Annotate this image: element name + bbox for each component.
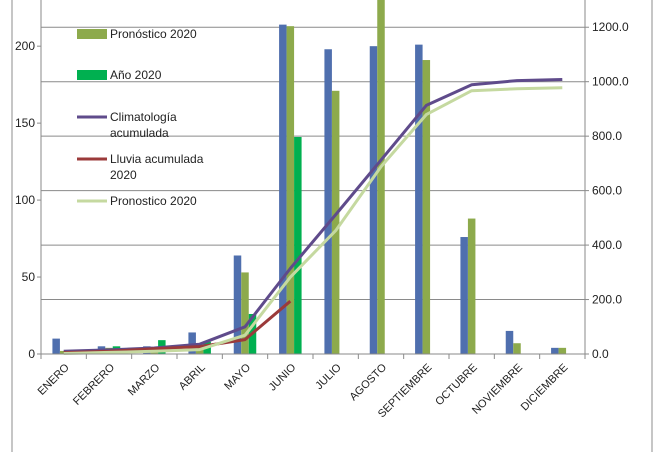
x-tick-label: ABRIL <box>177 362 208 393</box>
bar <box>467 218 476 354</box>
bar <box>558 347 567 354</box>
x-tick-label: MARZO <box>126 361 163 398</box>
legend-label: Lluvia acumulada 2020 <box>110 152 204 182</box>
bar <box>188 332 196 354</box>
legend-swatch <box>77 70 107 80</box>
bar <box>59 350 68 354</box>
y-right-tick-label: 200.0 <box>592 293 622 307</box>
x-tick-label: JULIO <box>313 361 344 392</box>
x-tick-label: OCTUBRE <box>433 362 480 409</box>
x-tick-label: DICIEMBRE <box>519 362 571 414</box>
legend-swatch <box>77 29 107 39</box>
bar <box>331 90 340 355</box>
y-left-tick-label: 200 <box>15 39 35 53</box>
bar <box>279 24 287 354</box>
x-tick-label: FEBRERO <box>71 361 117 407</box>
y-left-tick-label: 0 <box>28 347 35 361</box>
legend-label: Año 2020 <box>110 68 162 82</box>
bar <box>286 26 295 354</box>
x-tick-label: AGOSTO <box>347 361 389 403</box>
legend: Pronóstico 2020 Año 2020 Climatología acumu… <box>77 27 204 208</box>
y-right-tick-label: 600.0 <box>592 184 622 198</box>
bar <box>513 343 521 354</box>
legend-label: Climatología acumulada <box>110 110 177 140</box>
y-left-tick-label: 100 <box>15 193 35 207</box>
y-right-tick-label: 800.0 <box>592 129 622 143</box>
bar <box>369 46 378 354</box>
bar <box>422 60 431 354</box>
bar <box>233 255 242 354</box>
y-right-tick-label: 0.0 <box>592 347 609 361</box>
bar <box>241 272 249 354</box>
bar <box>415 44 423 355</box>
bar <box>460 237 468 354</box>
series-line <box>63 86 563 355</box>
bar <box>505 330 514 354</box>
gridlines <box>41 26 585 301</box>
bar <box>551 347 559 354</box>
lines <box>63 78 563 355</box>
legend-label: Pronostico 2020 <box>110 194 197 208</box>
bar <box>324 49 332 355</box>
x-tick-label: ENERO <box>36 361 72 397</box>
y-left-tick-label: 50 <box>22 270 36 284</box>
y-left-tick-label: 150 <box>15 116 35 130</box>
y-right-tick-label: 1000.0 <box>592 75 629 89</box>
y-right-tick-label: 1200.0 <box>592 20 629 34</box>
bar <box>52 338 60 354</box>
x-tick-label: JUNIO <box>267 361 299 393</box>
legend-label: Pronóstico 2020 <box>110 27 197 41</box>
y-right-tick-label: 400.0 <box>592 238 622 252</box>
x-tick-label: MAYO <box>222 361 253 392</box>
bar <box>377 0 385 354</box>
bar <box>294 136 302 354</box>
